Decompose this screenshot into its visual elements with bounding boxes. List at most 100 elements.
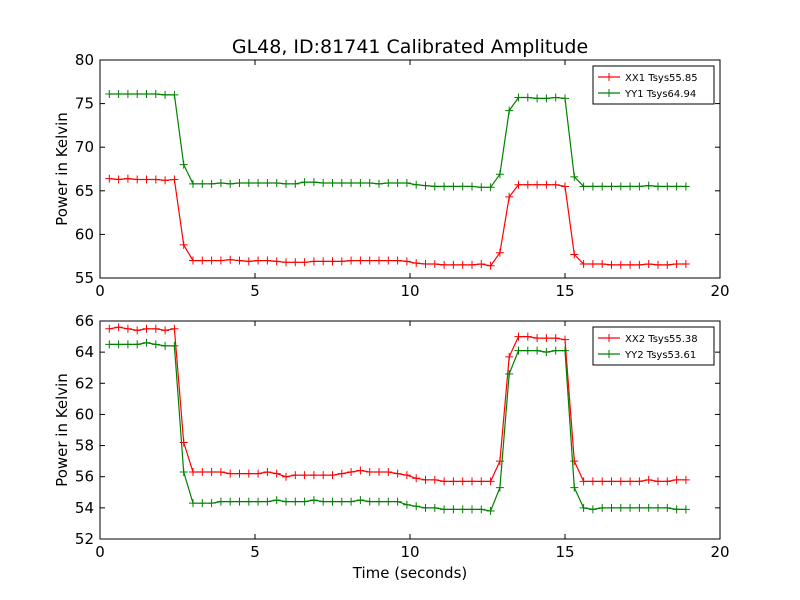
data-point xyxy=(514,332,523,341)
data-point xyxy=(300,471,309,480)
data-point xyxy=(449,260,458,269)
data-point xyxy=(505,369,514,378)
y-tick-label: 52 xyxy=(75,530,94,548)
y-tick-label: 60 xyxy=(75,225,94,243)
data-point xyxy=(365,256,374,265)
data-point xyxy=(458,477,467,486)
data-point xyxy=(533,180,542,189)
data-point xyxy=(263,256,272,265)
data-point xyxy=(440,260,449,269)
data-point xyxy=(542,348,551,357)
data-point xyxy=(189,256,197,265)
y-tick-label: 56 xyxy=(75,468,94,486)
data-point xyxy=(356,496,365,505)
data-point xyxy=(477,183,486,192)
data-point xyxy=(579,260,588,269)
data-point xyxy=(440,477,449,486)
data-point xyxy=(542,94,551,103)
data-point xyxy=(226,255,235,264)
data-point xyxy=(300,178,309,187)
data-point xyxy=(291,179,300,188)
data-point xyxy=(384,178,393,187)
data-point xyxy=(561,182,569,191)
subplot-top: 0 5 10 15 20 55 60 65 70 75 80 Power in Kelvin XX1 T… xyxy=(53,51,730,300)
data-point xyxy=(328,471,337,480)
data-point xyxy=(244,178,253,187)
data-point xyxy=(263,178,272,187)
legend-marker xyxy=(605,350,613,358)
data-point xyxy=(151,340,160,349)
y-tick-label: 62 xyxy=(75,374,94,392)
data-point xyxy=(551,334,560,343)
data-point xyxy=(570,172,579,181)
data-point xyxy=(495,483,504,492)
data-point xyxy=(179,240,188,249)
data-point xyxy=(477,477,486,486)
data-point xyxy=(384,468,393,477)
data-point xyxy=(291,258,300,267)
data-point xyxy=(328,257,337,266)
data-point xyxy=(561,94,569,103)
data-point xyxy=(142,324,151,333)
data-point xyxy=(347,497,356,506)
data-point xyxy=(216,256,225,265)
data-point xyxy=(291,497,300,506)
data-point xyxy=(235,497,244,506)
data-point xyxy=(402,178,411,187)
data-point xyxy=(412,502,421,511)
legend-label: XX1 Tsys55.85 xyxy=(625,73,698,84)
data-point xyxy=(133,340,142,349)
x-tick-label: 20 xyxy=(710,282,729,300)
y-axis-label: Power in Kelvin xyxy=(53,373,71,487)
x-tick-label: 5 xyxy=(250,543,260,561)
data-point xyxy=(393,256,402,265)
data-point xyxy=(514,346,523,355)
data-point xyxy=(626,477,635,486)
data-point xyxy=(356,466,365,475)
x-tick-label: 15 xyxy=(555,543,574,561)
data-point xyxy=(663,503,672,512)
data-point xyxy=(133,175,142,184)
data-point xyxy=(430,503,439,512)
data-point xyxy=(449,477,458,486)
data-point xyxy=(654,260,662,269)
data-point xyxy=(505,106,514,115)
data-point xyxy=(300,258,309,267)
data-point xyxy=(282,179,290,188)
data-point xyxy=(123,340,132,349)
data-point xyxy=(486,506,495,515)
data-point xyxy=(570,483,579,492)
data-point xyxy=(300,497,309,506)
data-point xyxy=(179,468,188,477)
data-point xyxy=(681,260,690,269)
y-tick-label: 60 xyxy=(75,405,94,423)
data-point xyxy=(468,182,476,191)
data-point xyxy=(235,469,244,478)
data-point xyxy=(282,497,290,506)
data-point xyxy=(588,477,597,486)
data-point xyxy=(514,93,523,102)
data-point xyxy=(375,179,383,188)
data-point xyxy=(412,474,421,483)
data-point xyxy=(579,477,588,486)
data-point xyxy=(393,178,402,187)
data-point xyxy=(207,179,216,188)
legend: XX2 Tsys55.38 YY2 Tsys53.61 xyxy=(592,326,715,366)
data-point xyxy=(179,160,188,169)
data-point xyxy=(430,475,439,484)
data-point xyxy=(309,471,318,480)
data-point xyxy=(207,256,216,265)
data-point xyxy=(616,182,625,191)
x-axis-label: Time (seconds) xyxy=(352,564,468,582)
data-point xyxy=(458,182,467,191)
data-point xyxy=(672,182,681,191)
data-point xyxy=(570,457,579,466)
data-point xyxy=(272,178,281,187)
data-point xyxy=(607,477,616,486)
legend-marker xyxy=(605,89,613,97)
data-point xyxy=(598,503,607,512)
data-point xyxy=(393,469,402,478)
data-point xyxy=(319,497,328,506)
data-point xyxy=(681,505,690,514)
y-tick-label: 65 xyxy=(75,182,94,200)
